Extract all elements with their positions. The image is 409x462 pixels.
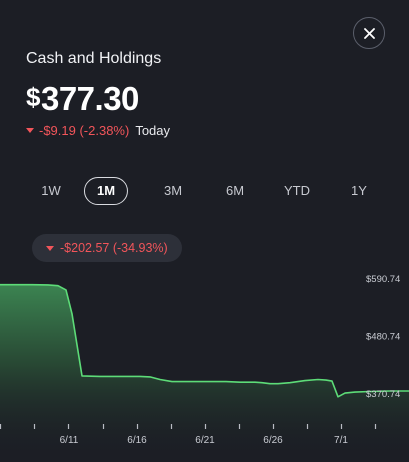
y-tick-label: $590.74 [366,274,400,285]
currency-symbol: $ [26,82,40,112]
close-icon [363,27,375,39]
y-tick-label: $480.74 [366,331,400,342]
total-amount: 377.30 [40,80,139,117]
range-tab-6m[interactable]: 6M [225,183,245,198]
x-tick-label: 7/1 [334,435,348,446]
range-tab-ytd[interactable]: YTD [284,183,310,198]
range-tab-1w[interactable]: 1W [41,183,61,198]
page-title: Cash and Holdings [26,50,162,67]
range-selector: 1W 1M 3M 6M YTD 1Y [25,177,385,205]
day-change-label: Today [135,123,171,138]
x-tick-label: 6/26 [263,435,283,446]
range-tab-1y[interactable]: 1Y [351,183,367,198]
y-tick-label: $370.74 [366,389,400,400]
chart-area-fill [0,284,409,462]
total-value: $377.30 [26,80,139,118]
x-axis-ticks: 6/11 6/16 6/21 6/26 7/1 [0,424,377,446]
period-change-badge: -$202.57 (-34.93%) [32,234,182,262]
day-change-value: -$9.19 (-2.38%) [39,123,130,138]
y-axis-labels: $590.74 $480.74 $370.74 [366,274,400,400]
close-button[interactable] [353,17,385,49]
x-tick-label: 6/16 [127,435,147,446]
holdings-chart[interactable]: $590.74 $480.74 $370.74 6/11 6/16 6/21 6/26 7/… [0,265,409,462]
range-tab-1m[interactable]: 1M [83,177,129,205]
triangle-down-icon [26,128,34,133]
chart-line [0,283,409,398]
day-change-row: -$9.19 (-2.38%) Today [26,123,170,138]
range-tab-3m[interactable]: 3M [163,183,183,198]
x-tick-label: 6/11 [60,435,79,446]
x-tick-label: 6/21 [195,435,215,446]
triangle-down-icon [46,245,54,251]
period-change-value: -$202.57 (-34.93%) [60,241,168,255]
